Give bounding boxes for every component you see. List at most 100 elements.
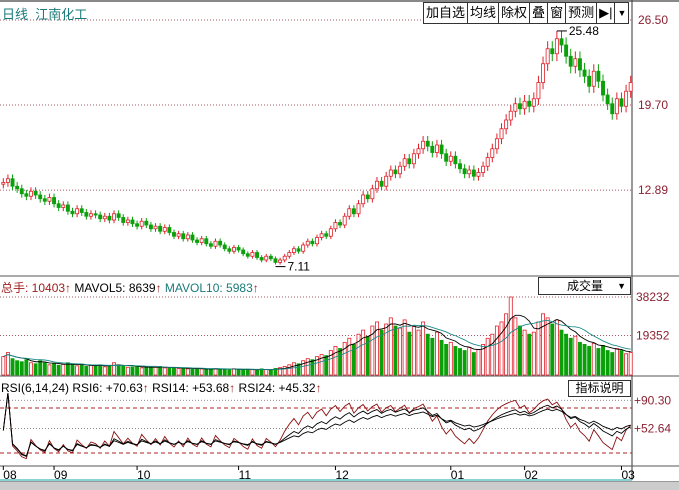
rsi6-label: RSI6: +70.63 <box>72 381 143 395</box>
candle-body <box>222 244 227 250</box>
candle-body <box>476 172 481 177</box>
volume-bar <box>255 369 259 376</box>
candle-body <box>204 238 209 245</box>
month-label: 10 <box>137 468 151 482</box>
candle-body <box>227 248 232 252</box>
indicator-help-button[interactable]: 指标说明 <box>568 380 631 397</box>
volume-bar <box>407 331 412 376</box>
candle-body <box>379 180 384 187</box>
volume-bar <box>448 341 453 376</box>
candle-body <box>296 248 301 252</box>
rsi-title: RSI(6,14,24) <box>1 381 70 395</box>
volume-bar <box>518 325 522 376</box>
price-tick-label: 12.89 <box>638 183 668 197</box>
volume-bar <box>172 367 176 376</box>
volume-legend: 总手: 10403↑ MAVOL5: 8639↑ MAVOL10: 5983↑ <box>1 281 259 295</box>
volume-bar <box>79 364 84 376</box>
candle-body <box>596 70 601 82</box>
add-favorite-button[interactable]: 加自选 <box>424 3 469 23</box>
bottom-scrollbar[interactable] <box>0 481 679 490</box>
next-icon[interactable]: ▶| <box>597 3 616 23</box>
volume-bar <box>333 346 338 376</box>
volume-bar <box>213 368 218 376</box>
volume-bar <box>522 329 527 376</box>
candle-body <box>541 63 546 83</box>
candle-body <box>619 98 624 107</box>
candle-body <box>448 155 453 162</box>
candle-body <box>195 239 200 243</box>
rsi-legend: RSI(6,14,24) RSI6: +70.63↑ RSI14: +53.68… <box>1 381 322 395</box>
volume-bar <box>421 321 426 376</box>
candle-body <box>591 70 596 87</box>
candle-body <box>513 103 518 112</box>
candle-body <box>190 234 195 241</box>
rsi6-line <box>2 392 632 460</box>
volume-bar <box>453 346 458 376</box>
candle-body <box>522 100 527 110</box>
mavol5-line <box>3 314 631 371</box>
candle-body <box>554 38 559 55</box>
candle-body <box>10 178 15 187</box>
volume-bar <box>29 362 33 376</box>
candle-body <box>411 153 416 165</box>
volume-bar <box>310 359 315 376</box>
volume-bar <box>559 329 564 376</box>
volume-bar <box>338 348 343 376</box>
volume-bar <box>232 368 236 376</box>
candle-body <box>19 188 24 195</box>
candle-body <box>172 232 176 237</box>
volume-bar <box>444 343 449 376</box>
candle-body <box>365 194 370 200</box>
volume-bar <box>485 337 490 376</box>
volume-bar <box>15 360 20 376</box>
overlay-button[interactable]: 叠 <box>530 3 549 23</box>
stock-name: 江南化工 <box>35 7 88 22</box>
candle-body <box>375 180 379 190</box>
ex-rights-button[interactable]: 除权 <box>499 3 531 23</box>
mavol5-label: MAVOL5: 8639 <box>74 281 156 295</box>
moving-average-button[interactable]: 均线 <box>468 3 500 23</box>
volume-bar <box>541 313 546 376</box>
volume-bar <box>573 335 578 376</box>
candle-body <box>52 197 57 205</box>
candle-body <box>587 75 592 87</box>
volume-bar <box>393 325 398 376</box>
candle-body <box>624 90 629 107</box>
candle-body <box>181 233 186 240</box>
candle-body <box>130 219 135 225</box>
candle-body <box>458 163 462 170</box>
volume-bar <box>139 367 144 376</box>
candle-body <box>319 233 324 238</box>
volume-bar <box>130 366 135 376</box>
candle-body <box>259 257 264 261</box>
candle-body <box>148 224 153 230</box>
forecast-button[interactable]: 预测 <box>566 3 598 23</box>
candle-body <box>601 80 605 96</box>
volume-bar <box>605 350 610 376</box>
volume-bar <box>70 364 75 376</box>
candle-body <box>430 145 435 153</box>
volume-bar <box>107 366 112 376</box>
candle-body <box>139 220 144 227</box>
candle-body <box>305 240 310 246</box>
candle-body <box>287 252 292 257</box>
indicator-select[interactable]: 成交量 ▼ <box>538 277 631 295</box>
candle-body <box>61 204 66 208</box>
toolbar: 加自选 均线 除权 叠 窗 预测 ▶| ▼ <box>423 2 630 24</box>
volume-bar <box>236 369 241 376</box>
candle-body <box>439 144 444 155</box>
volume-bar <box>471 352 476 376</box>
mavol10-line <box>3 320 631 370</box>
candle-body <box>1 182 6 185</box>
volume-bar <box>504 313 509 376</box>
candle-body <box>79 208 84 213</box>
volume-bar <box>61 363 66 376</box>
candle-body <box>185 234 190 240</box>
volume-bar <box>513 317 518 376</box>
chevron-down-icon[interactable]: ▼ <box>617 8 627 18</box>
candle-body <box>310 240 315 245</box>
candle-body <box>471 169 476 177</box>
window-button[interactable]: 窗 <box>548 3 567 23</box>
candle-body <box>56 203 61 208</box>
